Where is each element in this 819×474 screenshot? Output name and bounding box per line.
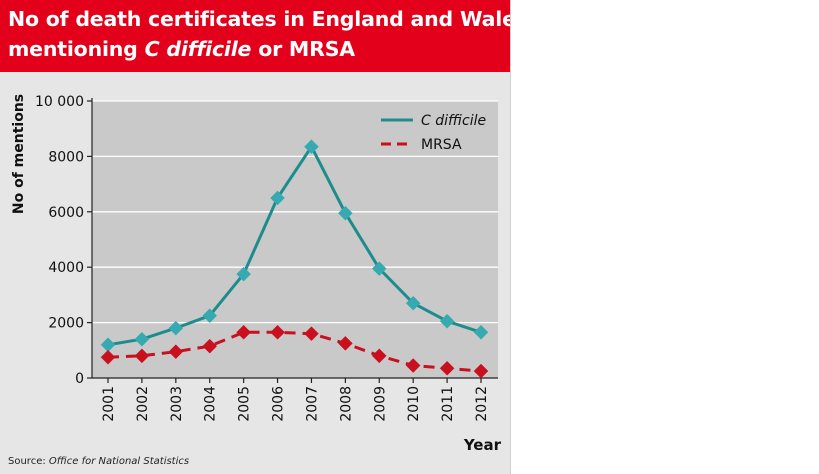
chart-figure: No of death certificates in England and … — [0, 0, 510, 474]
chart-title-line-1: No of death certificates in England and … — [8, 7, 528, 31]
x-tick-label: 2002 — [135, 386, 151, 422]
x-tick-label: 2007 — [304, 386, 320, 422]
c-difficile-point — [473, 324, 489, 340]
c-difficile-point — [168, 320, 184, 336]
mrsa-point — [473, 363, 489, 379]
c-difficile-point — [405, 295, 421, 311]
y-tick-label: 6000 — [48, 205, 84, 221]
title-bar: No of death certificates in England and … — [0, 0, 528, 72]
mrsa-point — [371, 348, 387, 364]
mrsa-point — [270, 324, 285, 340]
mrsa-point — [100, 349, 116, 365]
legend-label-c-difficile: C difficile — [421, 113, 486, 129]
x-tick-label: 2009 — [372, 386, 388, 422]
y-tick-label: 8000 — [48, 149, 84, 165]
source-note: Source: Office for National Statistics — [8, 456, 189, 467]
source-name: Office for National Statistics — [48, 456, 190, 467]
source-prefix: Source: — [8, 456, 49, 467]
mrsa-point — [168, 344, 184, 360]
c-difficile-point — [134, 331, 150, 347]
x-tick-label: 2003 — [169, 386, 185, 422]
y-axis-label: No of mentions — [11, 94, 27, 214]
x-tick-label: 2011 — [440, 386, 456, 422]
title-suffix: or MRSA — [251, 37, 355, 61]
x-tick-label: 2012 — [474, 386, 490, 422]
x-tick-label: 2006 — [271, 386, 287, 422]
x-axis-label: Year — [463, 436, 502, 454]
c-difficile-point — [371, 261, 387, 276]
c-difficile-point — [236, 266, 251, 282]
c-difficile-point — [304, 139, 319, 155]
x-tick-label: 2008 — [338, 386, 354, 422]
c-difficile-point — [270, 190, 285, 206]
x-tick-label: 2005 — [237, 386, 253, 422]
title-italic: C difficile — [144, 37, 252, 61]
x-tick-label: 2001 — [101, 386, 117, 422]
figure-border — [510, 0, 511, 474]
mrsa-point — [405, 358, 421, 373]
mrsa-point — [134, 348, 150, 364]
title-prefix: mentioning — [8, 37, 145, 61]
mrsa-point — [236, 324, 251, 340]
chart-title-line-2: mentioning C difficile or MRSA — [8, 37, 355, 61]
x-tick-label: 2004 — [203, 386, 219, 422]
mrsa-point — [202, 338, 218, 354]
c-difficile-point — [338, 205, 353, 221]
c-difficile-series-line — [107, 145, 482, 347]
y-tick-label: 2000 — [48, 316, 84, 332]
y-tick-label: 0 — [75, 371, 84, 387]
mrsa-point — [304, 326, 319, 342]
y-tick-label: 10 000 — [35, 94, 84, 110]
legend-label-mrsa: MRSA — [421, 137, 462, 153]
y-tick-label: 4000 — [48, 260, 84, 276]
x-tick-label: 2010 — [406, 386, 422, 422]
mrsa-point — [439, 360, 455, 376]
chart-svg: 0 2000 4000 6000 8000 10 000 2001 2002 2003 2004 2… — [11, 94, 502, 454]
c-difficile-point — [439, 313, 455, 329]
c-difficile-point — [202, 308, 218, 324]
mrsa-point — [338, 336, 353, 351]
